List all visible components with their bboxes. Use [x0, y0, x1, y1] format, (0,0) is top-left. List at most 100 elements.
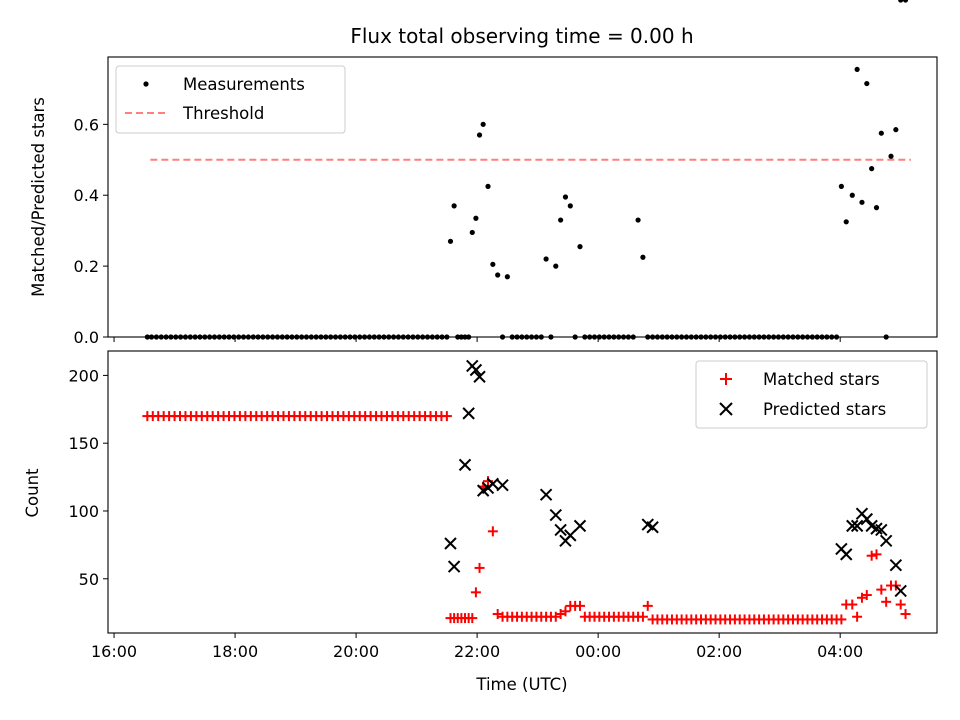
x-axis-label: Time (UTC)	[475, 675, 567, 694]
measurements-point	[640, 254, 646, 260]
matched-stars-point	[474, 562, 485, 573]
measurements-point	[567, 203, 573, 209]
predicted-stars-point	[473, 370, 486, 383]
measurements-point	[558, 217, 564, 223]
x-tick-label: 04:00	[817, 642, 863, 661]
matched-stars-point	[441, 411, 452, 422]
matched-stars-point	[574, 600, 585, 611]
legend-predicted-marker	[719, 402, 733, 416]
legend-matched-marker	[720, 373, 732, 385]
panel-counts-frame	[107, 350, 938, 634]
counts-marks	[142, 359, 911, 625]
matched-stars-point	[900, 609, 911, 620]
predicted-stars-point	[646, 521, 659, 534]
ratio-x-axis	[113, 337, 841, 342]
predicted-stars-point	[496, 479, 509, 492]
measurements-point	[553, 263, 559, 269]
counts-y-tick-label: 100	[68, 502, 99, 521]
predicted-stars-point	[840, 548, 853, 561]
counts-x-axis: 16:00 18:00 20:00 22:00 00:00 02:00 04:00	[91, 633, 863, 661]
legend-predicted-label: Predicted stars	[763, 400, 886, 419]
x-tick-label: 00:00	[575, 642, 621, 661]
predicted-stars-point	[447, 560, 461, 573]
measurements-point	[495, 272, 501, 278]
matched-stars-point	[487, 526, 498, 537]
matched-stars-point	[876, 584, 887, 595]
counts-y-axis-label: Count	[23, 468, 42, 518]
predicted-stars-point	[462, 407, 475, 420]
matched-stars-point	[852, 611, 863, 622]
panel-ratio: 0.0 0.2 0.4 0.6 Matched/Predicted stars Mea…	[29, 0, 938, 347]
legend-measurements-label: Measurements	[183, 75, 305, 94]
measurements-point	[543, 256, 549, 262]
counts-y-axis: 50 100 150 200	[68, 366, 108, 589]
measurements-point	[849, 192, 855, 198]
ratio-y-tick-label: 0.4	[74, 186, 99, 205]
counts-legend-box	[695, 360, 928, 429]
predicted-stars-point	[846, 519, 859, 533]
x-tick-label: 22:00	[454, 642, 500, 661]
predicted-stars-point	[549, 508, 562, 522]
chart-title: Flux total observing time = 0.00 h	[350, 24, 693, 48]
matched-stars-point	[866, 550, 877, 561]
x-tick-label: 20:00	[333, 642, 379, 661]
x-tick-label: 02:00	[696, 642, 742, 661]
measurements-point	[838, 183, 844, 189]
counts-legend: Matched stars Predicted stars	[695, 360, 928, 429]
counts-y-tick-label: 150	[68, 434, 99, 453]
measurements-point	[447, 238, 454, 244]
panel-ratio-frame	[107, 56, 938, 338]
measurements-point	[469, 229, 475, 236]
measurements-point	[893, 127, 899, 133]
counts-y-tick-label: 200	[68, 366, 99, 385]
matched-stars-point	[642, 600, 653, 611]
predicted-stars-point	[486, 477, 500, 491]
legend-matched-label: Matched stars	[763, 370, 880, 389]
x-tick-label: 16:00	[91, 642, 137, 661]
counts-y-tick-label: 50	[79, 570, 99, 589]
predicted-stars-point	[554, 523, 567, 537]
matched-stars-point	[861, 590, 872, 601]
measurements-point	[864, 80, 870, 87]
measurements-point	[451, 203, 457, 209]
predicted-stars-point	[573, 519, 587, 533]
panel-counts: 50 100 150 200 16:00 18:00 20:00 22:00 00:00 02:…	[23, 350, 938, 694]
ratio-y-tick-label: 0.0	[74, 328, 99, 347]
predicted-stars-point	[889, 559, 903, 572]
measurements-point	[562, 194, 569, 200]
predicted-stars-point	[875, 523, 888, 537]
predicted-stars-point	[879, 534, 893, 548]
measurements-point	[490, 261, 496, 267]
ratio-y-axis-label: Matched/Predicted stars	[29, 97, 48, 297]
matched-stars-point	[881, 596, 892, 607]
measurements-point	[854, 66, 860, 73]
measurements-point	[577, 244, 583, 250]
measurements-point	[635, 217, 641, 223]
ratio-legend-box	[115, 65, 346, 134]
measurements-point	[873, 205, 880, 211]
measurements-point	[480, 121, 486, 127]
predicted-stars-point	[860, 512, 874, 526]
measurements-point	[878, 130, 884, 136]
measurements-point	[843, 219, 849, 225]
matched-stars-point	[895, 599, 906, 610]
predicted-stars-point	[444, 537, 457, 550]
predicted-stars-point	[564, 529, 577, 542]
predicted-stars-point	[539, 488, 553, 501]
matched-stars-point	[871, 549, 882, 560]
matched-stars-point	[637, 611, 648, 622]
x-tick-label: 18:00	[212, 642, 258, 661]
ratio-y-tick-label: 0.2	[74, 257, 99, 276]
matched-stars-point	[847, 599, 858, 610]
ratio-y-axis: 0.0 0.2 0.4 0.6	[74, 115, 108, 347]
measurements-point	[898, 0, 904, 3]
matched-stars-point	[470, 587, 481, 598]
matched-stars-point	[467, 613, 478, 624]
legend-threshold-label: Threshold	[182, 104, 264, 123]
measurements-point	[869, 166, 875, 172]
measurements-point	[485, 183, 491, 189]
matched-stars-point	[836, 614, 847, 625]
predicted-stars-point	[894, 584, 907, 598]
legend-measurements-marker	[143, 81, 149, 87]
